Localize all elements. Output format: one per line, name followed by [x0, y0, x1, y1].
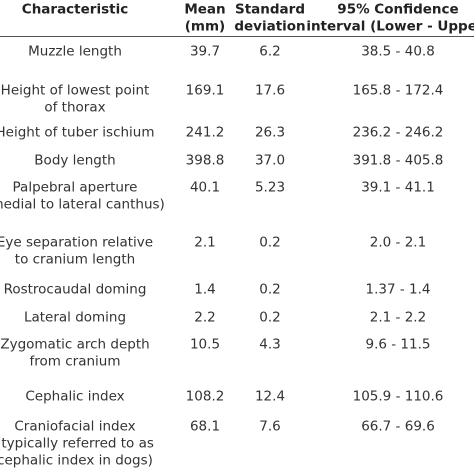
row-label: Cephalic index — [25, 388, 125, 405]
header-cell: deviation — [234, 18, 306, 35]
cell: 391.8 - 405.8 — [352, 152, 444, 169]
cell: 1.4 — [194, 281, 216, 298]
cell: 2.2 — [194, 309, 216, 326]
header-cell: Standard — [235, 1, 305, 18]
cell: 40.1 — [189, 179, 221, 196]
cell: 5.23 — [254, 179, 286, 196]
header-cell: interval (Lower - Upper) — [306, 18, 474, 35]
cell: 37.0 — [254, 152, 286, 169]
row-label: Craniofacial index — [14, 418, 136, 435]
cell: 0.2 — [259, 309, 281, 326]
header-cell: (mm) — [184, 18, 226, 35]
cell: 38.5 - 40.8 — [361, 43, 435, 60]
row-label: Lateral doming — [23, 309, 127, 326]
cell: 2.0 - 2.1 — [369, 234, 427, 251]
row-label: Zygomatic arch depth — [0, 336, 150, 353]
cell: 108.2 — [185, 388, 225, 405]
cell: 105.9 - 110.6 — [352, 388, 444, 405]
row-label: Rostrocaudal doming — [3, 281, 147, 298]
cell: 2.1 - 2.2 — [369, 309, 427, 326]
cell: 7.6 — [259, 418, 281, 435]
row-label: of thorax — [44, 99, 106, 116]
row-label: (medial to lateral canthus) — [0, 196, 165, 213]
cell: 12.4 — [254, 388, 286, 405]
cell: 165.8 - 172.4 — [352, 82, 444, 99]
header-cell: 95% Confidence — [337, 1, 459, 18]
cell: 9.6 - 11.5 — [365, 336, 431, 353]
row-label: (typically referred to as — [0, 435, 154, 452]
cell: 169.1 — [185, 82, 225, 99]
cell: 26.3 — [254, 124, 286, 141]
cell: 17.6 — [254, 82, 286, 99]
row-label: Body length — [34, 152, 116, 169]
row-label: cephalic index in dogs) — [0, 452, 153, 469]
cell: 10.5 — [189, 336, 221, 353]
cell: 0.2 — [259, 281, 281, 298]
header-cell: Mean — [184, 1, 226, 18]
row-label: Muzzle length — [28, 43, 122, 60]
header-rule — [0, 36, 474, 37]
row-label: Height of lowest point — [0, 82, 150, 99]
row-label: Height of tuber ischium — [0, 124, 155, 141]
cell: 66.7 - 69.6 — [361, 418, 435, 435]
cell: 39.7 — [189, 43, 221, 60]
cell: 241.2 — [185, 124, 225, 141]
row-label: from cranium — [29, 353, 121, 370]
row-label: to cranium length — [14, 251, 136, 268]
cell: 1.37 - 1.4 — [365, 281, 431, 298]
cell: 2.1 — [194, 234, 216, 251]
cell: 6.2 — [259, 43, 281, 60]
row-label: Eye separation relative — [0, 234, 154, 251]
cell: 4.3 — [259, 336, 281, 353]
header-cell: Characteristic — [21, 1, 129, 18]
cell: 236.2 - 246.2 — [352, 124, 444, 141]
cell: 398.8 — [185, 152, 225, 169]
cell: 0.2 — [259, 234, 281, 251]
cell: 39.1 - 41.1 — [361, 179, 435, 196]
cell: 68.1 — [189, 418, 221, 435]
row-label: Palpebral aperture — [12, 179, 138, 196]
